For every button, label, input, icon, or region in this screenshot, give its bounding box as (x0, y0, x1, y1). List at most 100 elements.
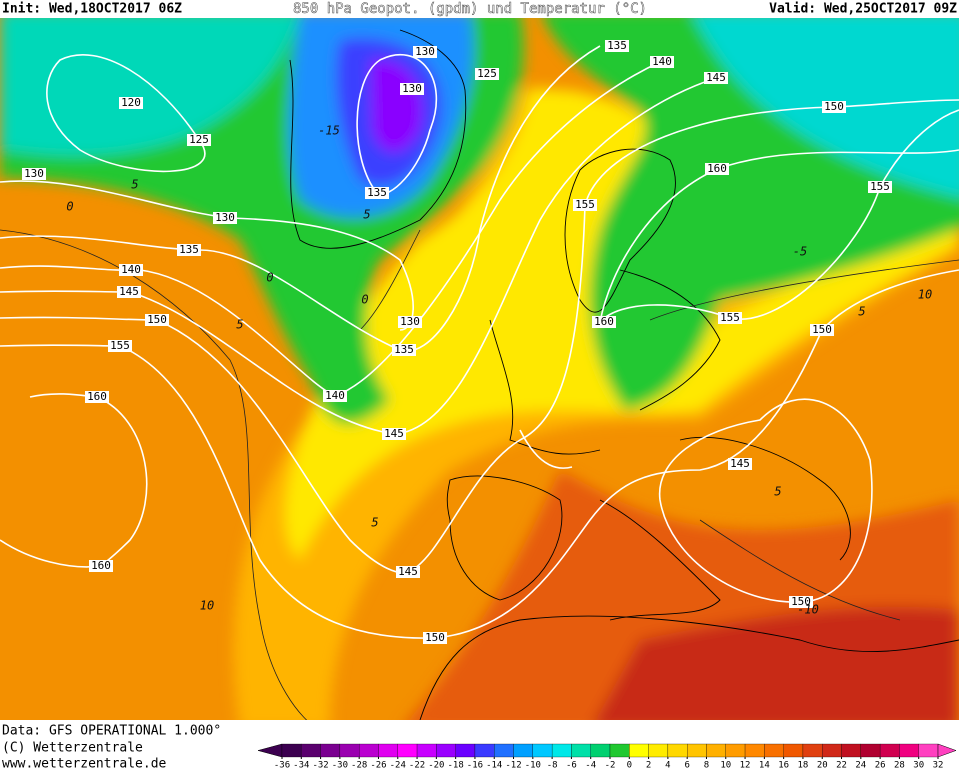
label-box (213, 212, 237, 224)
geopotential-label: 140 (121, 263, 141, 276)
geopotential-label: 135 (394, 343, 414, 356)
geopotential-label: 145 (730, 457, 750, 470)
geopotential-label: 135 (179, 243, 199, 256)
geopotential-label: 140 (325, 389, 345, 402)
geopotential-label: 135 (367, 186, 387, 199)
temperature-label: 5 (371, 516, 378, 530)
colorbar-tick-label: -36 (274, 761, 290, 770)
colorbar-bin (706, 743, 726, 758)
label-box (396, 566, 420, 578)
temperature-label: 5 (774, 485, 781, 499)
colorbar-bin (378, 743, 398, 758)
colorbar-tick-label: 28 (894, 761, 905, 770)
colorbar-bin (764, 743, 784, 758)
colorbar-tick-label: 12 (740, 761, 751, 770)
colorbar-tick-label: 18 (798, 761, 809, 770)
colorbar-tick-label: 26 (875, 761, 886, 770)
valid-time: Valid: Wed,25OCT2017 09Z (769, 2, 957, 17)
colorbar-arrow-high (937, 743, 957, 758)
geopotential-label: 160 (91, 559, 111, 572)
geopotential-label: 150 (824, 100, 844, 113)
label-box (365, 187, 389, 199)
colorbar-bin (744, 743, 765, 758)
temperature-label: 10 (200, 599, 214, 613)
geopotential-label: 145 (398, 565, 418, 578)
colorbar-tick-label: 2 (646, 761, 651, 770)
colorbar-bin (687, 743, 707, 758)
geopotential-label: 160 (594, 315, 614, 328)
temperature-label: 5 (363, 208, 370, 222)
geopotential-label: 130 (24, 167, 44, 180)
geopotential-label: 155 (110, 339, 130, 352)
colorbar-tick-label: 14 (759, 761, 770, 770)
colorbar-bin (648, 743, 669, 758)
temperature-label: 0 (66, 200, 73, 214)
label-box (592, 316, 616, 328)
colorbar-bin (879, 743, 900, 758)
label-box (789, 596, 813, 608)
temperature-label: 5 (236, 318, 243, 332)
label-box (413, 46, 437, 58)
website: www.wetterzentrale.de (2, 757, 167, 770)
colorbar-bin (320, 743, 341, 758)
map-title: 850 hPa Geopot. (gpdm) und Temperatur (°… (293, 1, 647, 17)
label-box (705, 163, 729, 175)
header-bar (0, 0, 959, 18)
geopotential-label: 125 (189, 133, 209, 146)
colorbar-tick-label: 0 (627, 761, 632, 770)
colorbar-bin (629, 743, 649, 758)
colorbar-tick-label: -34 (293, 761, 309, 770)
label-box (728, 458, 752, 470)
colorbar-bin (551, 743, 572, 758)
init-time: Init: Wed,18OCT2017 06Z (2, 2, 182, 17)
label-box (423, 632, 447, 644)
colorbar-tick-label: 4 (665, 761, 670, 770)
colorbar-bin (513, 743, 533, 758)
label-box (605, 40, 629, 52)
geopotential-label: 120 (121, 96, 141, 109)
colorbar-bin (281, 743, 302, 758)
label-box (475, 68, 499, 80)
data-source: Data: GFS OPERATIONAL 1.000° (2, 724, 221, 739)
colorbar-bin (590, 743, 611, 758)
geopotential-label: 140 (652, 55, 672, 68)
label-box (573, 199, 597, 211)
label-box (822, 101, 846, 113)
temperature-label: -10 (797, 603, 819, 617)
colorbar-tick-label: -6 (566, 761, 577, 770)
colorbar-bin (571, 743, 591, 758)
temperature-label: 5 (131, 178, 138, 192)
colorbar-bin (667, 743, 688, 758)
colorbar-bin (339, 743, 360, 758)
colorbar-tick-label: -2 (605, 761, 616, 770)
geopotential-label: 145 (706, 71, 726, 84)
label-box (85, 391, 109, 403)
colorbar-tick-label: -18 (448, 761, 464, 770)
label-box (868, 181, 892, 193)
label-box (119, 264, 143, 276)
label-box (704, 72, 728, 84)
colorbar-bin (899, 743, 919, 758)
geopotential-labels: 130 135 125 140 145 130 120 150 125 160 130 135 155 1… (22, 39, 892, 644)
colorbar-bin (532, 743, 553, 758)
colorbar-tick-label: 8 (704, 761, 709, 770)
geopotential-label: 150 (812, 323, 832, 336)
colorbar-bin (474, 743, 495, 758)
colorbar-bin (494, 743, 514, 758)
geopotential-label: 160 (87, 390, 107, 403)
geopotential-label: 130 (215, 211, 235, 224)
colorbar-tick-label: 30 (913, 761, 924, 770)
label-box (119, 97, 143, 109)
colorbar-tick-label: -22 (409, 761, 425, 770)
colorbar-tick-label: 22 (836, 761, 847, 770)
label-box (400, 83, 424, 95)
colorbar-tick-label: 16 (778, 761, 789, 770)
geopotential-label: 130 (415, 45, 435, 58)
colorbar-bin (301, 743, 321, 758)
geopotential-label: 130 (400, 315, 420, 328)
colorbar-tick-label: -32 (312, 761, 328, 770)
temperature-labels: -15 5 0 5 0 -5 5 0 10 5 5 10 5 -10 (66, 124, 932, 617)
colorbar-bin (802, 743, 823, 758)
geopotential-label: 145 (384, 427, 404, 440)
